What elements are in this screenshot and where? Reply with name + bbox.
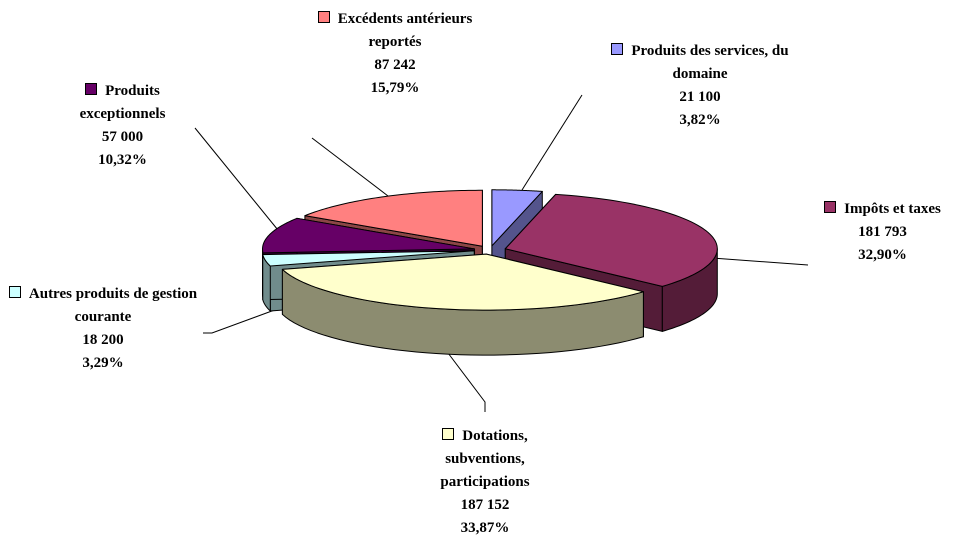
slice (281, 253, 644, 356)
category-name: Impôts et taxes (844, 201, 941, 217)
slice-top (262, 250, 475, 267)
leader-line (441, 344, 486, 412)
data-label: Produits exceptionnels 57 000 10,32% (50, 80, 195, 172)
slice-top (304, 189, 483, 247)
percent-label: 3,29% (82, 355, 124, 371)
slice-top (262, 217, 476, 254)
legend-swatch (611, 43, 624, 55)
slice-top (491, 189, 543, 247)
leader-line (521, 94, 583, 191)
legend-swatch (317, 11, 330, 23)
category-name: Autres produits de gestion courante (28, 286, 198, 325)
legend-swatch (824, 201, 837, 213)
legend-swatch (442, 428, 455, 440)
data-label: Excédents antérieurs reportés 87 242 15,79… (295, 8, 495, 100)
leader-line (711, 257, 809, 266)
leader-line (311, 137, 389, 197)
data-label: Dotations, subventions, participations 18… (410, 425, 560, 540)
percent-label: 10,32% (98, 152, 147, 168)
leader-lines (194, 94, 809, 412)
data-label: Autres produits de gestion courante 18 20… (3, 283, 203, 375)
value-label: 181 793 (858, 224, 907, 240)
pie (262, 189, 718, 356)
value-label: 187 152 (460, 497, 510, 513)
value-label: 21 100 (679, 89, 721, 105)
value-label: 87 242 (374, 57, 416, 73)
leader-line (203, 307, 281, 334)
percent-label: 15,79% (370, 80, 420, 96)
value-label: 18 200 (82, 332, 124, 348)
slice-top (504, 193, 718, 287)
percent-label: 32,90% (858, 247, 907, 263)
category-name: Excédents antérieurs reportés (337, 11, 473, 50)
category-name: Dotations, subventions, participations (440, 428, 530, 490)
data-label: Produits des services, du domaine 21 100 3… (600, 40, 800, 132)
leader-line (194, 127, 283, 236)
percent-label: 33,87% (460, 520, 510, 536)
legend-swatch (8, 286, 21, 298)
percent-label: 3,82% (679, 112, 721, 128)
slice-top (281, 253, 644, 311)
data-label: Impôts et taxes 181 793 32,90% (790, 198, 975, 267)
legend-swatch (85, 83, 98, 95)
category-name: Produits des services, du domaine (631, 43, 789, 82)
category-name: Produits exceptionnels (79, 83, 166, 122)
value-label: 57 000 (101, 129, 144, 145)
